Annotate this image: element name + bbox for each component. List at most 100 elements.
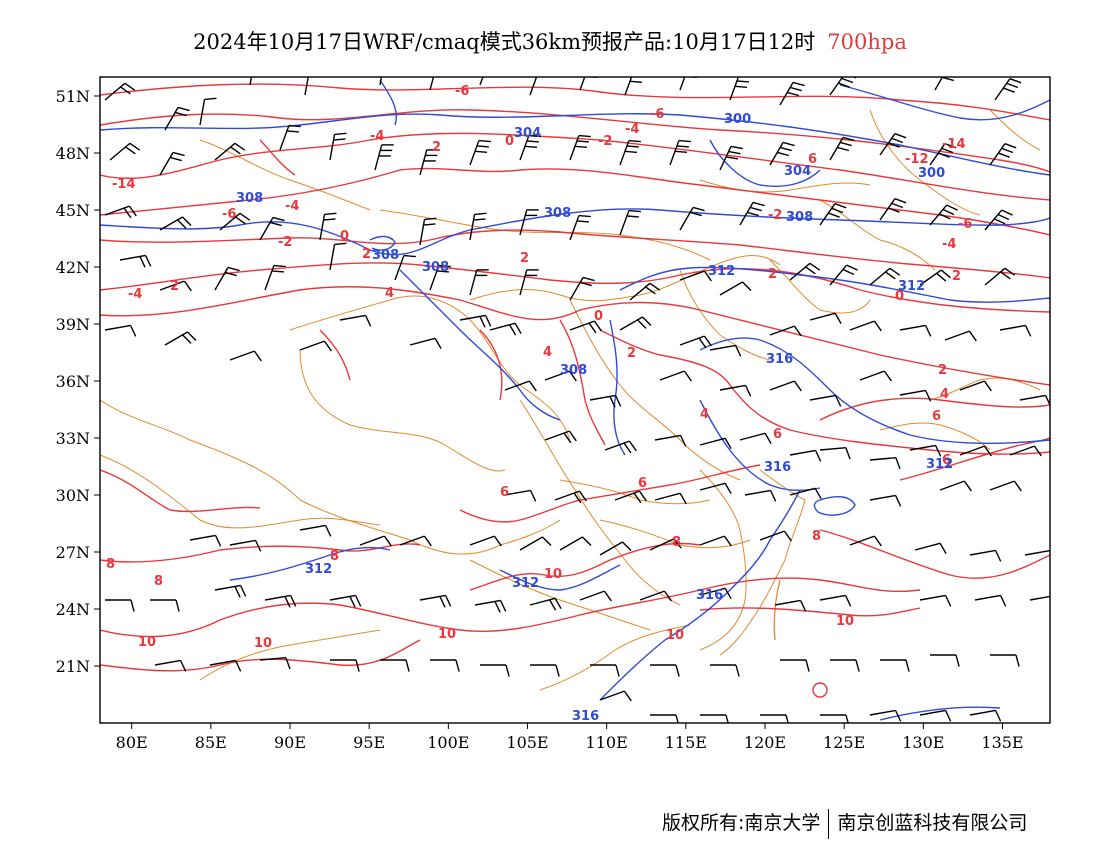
wind-barb-feather <box>476 145 489 148</box>
wind-barb-feather <box>576 140 589 143</box>
wind-barb-feather <box>438 264 451 268</box>
temp-label: 8 <box>672 535 681 550</box>
wind-barb-feather <box>574 145 587 149</box>
wind-barb-feather <box>998 152 1010 158</box>
wind-barb-shaft <box>934 77 944 91</box>
wind-barb-feather <box>674 150 687 154</box>
wind-barb-feather <box>723 535 732 547</box>
wind-barb-feather <box>1001 147 1014 154</box>
wind-barb-feather <box>945 72 957 75</box>
longitude-tick-label: 105E <box>506 733 548 752</box>
wind-barb-feather <box>834 203 847 209</box>
wind-barb-feather <box>968 330 977 342</box>
wind-barb-shaft <box>579 590 605 601</box>
wind-barb-feather <box>777 151 790 157</box>
wind-barb-feather <box>779 146 792 152</box>
wind-barb-feather <box>177 106 190 112</box>
copyright-label: 版权所有: <box>662 812 745 834</box>
height-label: 312 <box>898 279 925 294</box>
temp-label: 0 <box>505 134 514 149</box>
wind-barb-feather <box>789 86 802 92</box>
wind-barb-feather <box>633 492 642 504</box>
wind-barb-feather <box>842 136 855 142</box>
wind-barb-shaft <box>519 209 528 236</box>
wind-barb-feather <box>628 440 637 452</box>
wind-barb-feather <box>563 432 572 444</box>
wind-barb-shaft <box>869 457 896 461</box>
latitude-tick-label: 45N <box>56 201 90 220</box>
temp-label: 4 <box>940 387 949 402</box>
wind-barb-feather <box>487 66 499 67</box>
wind-barb-shaft <box>849 535 875 546</box>
wind-barb-feather <box>749 206 762 212</box>
map-title: 2024年10月17日WRF/cmaq模式36km预报产品:10月17日12时 7… <box>0 26 1100 56</box>
wind-barb-feather <box>254 64 266 65</box>
wind-barb-feather <box>499 600 507 612</box>
wind-barb-feather <box>785 714 789 723</box>
wind-barb-feather <box>624 150 637 154</box>
temp-label: -4 <box>128 287 142 302</box>
temp-label: 0 <box>895 289 904 304</box>
copyright-footer: 版权所有:南京大学 南京创蓝科技有限公司 <box>662 808 1027 839</box>
wind-barb-shaft <box>999 324 1026 331</box>
wind-barb-shaft <box>469 140 480 166</box>
wind-barb-feather <box>354 595 362 607</box>
wind-barb-feather <box>889 267 901 276</box>
longitude-tick-label: 115E <box>665 733 707 752</box>
height-label: 312 <box>926 457 953 472</box>
wind-barb-shaft <box>699 437 726 446</box>
wind-barb-feather <box>214 535 222 547</box>
wind-barb-feather <box>936 272 947 282</box>
wind-barb-shaft <box>304 77 309 96</box>
height-label: 308 <box>560 363 587 378</box>
wind-barb-shaft <box>229 350 255 361</box>
wind-barb-shaft <box>374 144 383 171</box>
wind-barb-feather <box>489 61 501 62</box>
wind-barb-feather <box>204 97 217 101</box>
wind-barb-feather <box>638 490 647 502</box>
wind-barb-feather <box>1049 550 1050 551</box>
wind-barb-feather <box>894 495 902 507</box>
wind-barb-feather <box>888 207 900 213</box>
wind-barb-shaft <box>529 597 556 606</box>
wind-barb-shaft <box>829 264 848 286</box>
wind-barb-feather <box>169 156 182 162</box>
temp-label: 8 <box>812 529 821 544</box>
temp-label: 4 <box>385 286 394 301</box>
temp-label: 0 <box>340 229 349 244</box>
wind-barb-feather <box>514 322 522 335</box>
wind-barb-shaft <box>879 133 896 156</box>
wind-barb-feather <box>828 212 840 218</box>
wind-barb-shaft <box>914 542 941 551</box>
wind-barb-feather <box>793 325 802 337</box>
wind-barb-feather <box>609 396 616 408</box>
latitude-tick-label: 42N <box>56 258 90 277</box>
wind-barb-shaft <box>279 125 290 151</box>
wind-barb-shaft <box>579 77 586 91</box>
latitude-tick-label: 36N <box>56 372 90 391</box>
footer-divider <box>828 808 830 839</box>
wind-barb-feather <box>752 201 765 207</box>
wind-barb-feather <box>172 151 185 157</box>
wind-barb-feather <box>698 337 707 349</box>
wind-barb-feather <box>703 335 712 347</box>
wind-barb-feather <box>894 710 902 722</box>
wind-barb-shaft <box>159 216 183 231</box>
temp-label: -2 <box>278 235 292 250</box>
wind-barb-feather <box>629 80 642 84</box>
wind-barb-feather <box>455 659 460 672</box>
wind-barb-shaft <box>339 314 366 321</box>
wind-barb-feather <box>924 325 932 337</box>
wind-barb-shaft <box>709 344 736 351</box>
wind-barb-feather <box>983 445 992 457</box>
latitude-tick-label: 33N <box>56 429 90 448</box>
wind-barb-shaft <box>429 265 440 291</box>
wind-barb-feather <box>526 140 539 143</box>
wind-barb-feather <box>673 538 682 549</box>
wind-barb-feather <box>997 213 1010 221</box>
wind-barb-feather <box>805 266 816 275</box>
wind-barb-feather <box>383 535 392 547</box>
wind-barb-feather <box>272 216 285 222</box>
wind-barb-shaft <box>319 214 326 241</box>
temp-label: 6 <box>638 476 647 491</box>
